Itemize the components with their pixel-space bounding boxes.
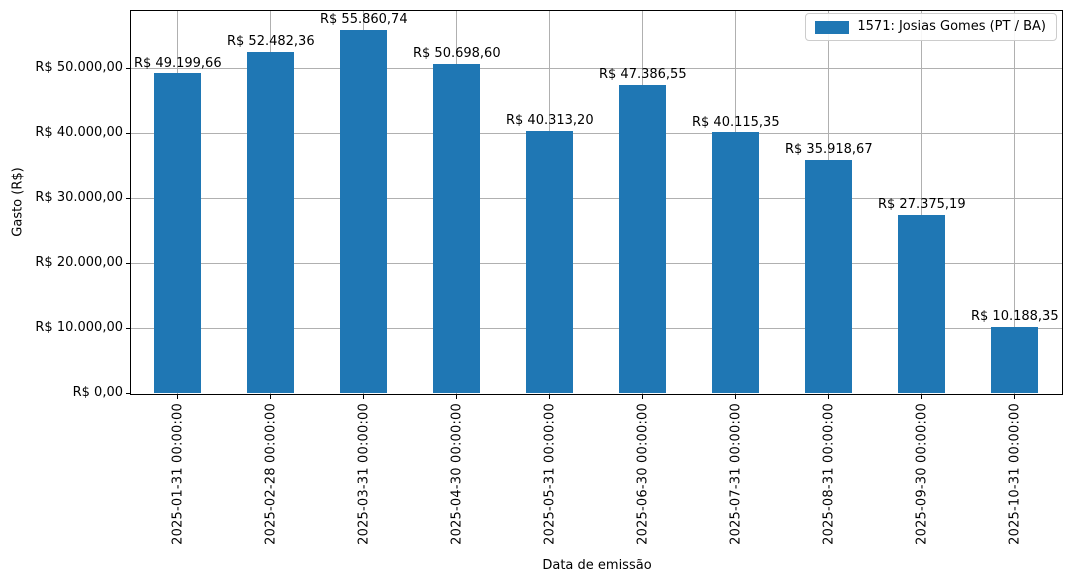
bar (526, 131, 573, 393)
x-tick-mark (363, 394, 365, 399)
h-gridline (131, 132, 1062, 134)
y-tick-mark (126, 262, 131, 264)
y-tick-label: R$ 10.000,00 (35, 320, 123, 336)
bar-value-label: R$ 52.482,36 (226, 34, 315, 50)
bar-value-label: R$ 55.860,74 (319, 12, 408, 28)
x-tick-label: 2025-03-31 00:00:00 (356, 403, 372, 545)
h-gridline (131, 197, 1062, 199)
x-tick-label: 2025-02-28 00:00:00 (263, 403, 279, 545)
x-tick-mark (270, 394, 272, 399)
legend: 1571: Josias Gomes (PT / BA) (805, 13, 1057, 41)
plot-area (130, 10, 1063, 395)
x-tick-mark (921, 394, 923, 399)
x-tick-mark (735, 394, 737, 399)
bar (433, 63, 480, 393)
x-tick-label: 2025-04-30 00:00:00 (449, 403, 465, 545)
bar (247, 52, 294, 393)
x-tick-label: 2025-09-30 00:00:00 (914, 403, 930, 545)
bar (619, 85, 666, 393)
y-axis-title: Gasto (R$) (10, 167, 26, 237)
y-tick-mark (126, 132, 131, 135)
y-tick-label: R$ 40.000,00 (35, 125, 123, 141)
x-tick-label: 2025-07-31 00:00:00 (728, 403, 744, 545)
x-tick-mark (1014, 394, 1016, 399)
x-tick-label: 2025-10-31 00:00:00 (1007, 403, 1023, 545)
y-tick-label: R$ 30.000,00 (35, 190, 123, 206)
x-tick-mark (828, 394, 830, 399)
bar-value-label: R$ 27.375,19 (877, 197, 966, 213)
x-tick-mark (456, 394, 458, 399)
x-tick-label: 2025-08-31 00:00:00 (821, 403, 837, 545)
legend-label: 1571: Josias Gomes (PT / BA) (857, 19, 1046, 34)
x-tick-mark (642, 394, 644, 399)
bar-value-label: R$ 35.918,67 (784, 141, 873, 157)
bar (991, 326, 1038, 393)
y-tick-mark (126, 67, 131, 70)
x-tick-label: 2025-05-31 00:00:00 (542, 403, 558, 545)
v-gridline (1014, 11, 1015, 394)
x-tick-mark (549, 394, 551, 399)
y-tick-label: R$ 0,00 (72, 385, 123, 401)
h-gridline (131, 67, 1062, 69)
bar-value-label: R$ 40.313,20 (505, 113, 594, 129)
bar (712, 132, 759, 393)
y-tick-mark (126, 197, 131, 200)
bar-value-label: R$ 47.386,55 (598, 67, 687, 83)
y-tick-mark (126, 392, 131, 394)
bar (340, 30, 387, 393)
bar (154, 73, 201, 393)
y-tick-mark (126, 327, 131, 329)
bar (805, 159, 852, 393)
y-tick-label: R$ 50.000,00 (35, 60, 123, 76)
y-tick-label: R$ 20.000,00 (35, 255, 123, 271)
h-gridline (131, 262, 1062, 264)
bar-value-label: R$ 49.199,66 (133, 55, 222, 71)
bar-value-label: R$ 10.188,35 (970, 309, 1059, 325)
bar-value-label: R$ 50.698,60 (412, 45, 501, 61)
x-tick-mark (177, 394, 179, 399)
x-axis-title: Data de emissão (542, 558, 652, 573)
legend-swatch-icon (815, 20, 850, 34)
x-tick-label: 2025-01-31 00:00:00 (170, 403, 186, 545)
bar (898, 215, 945, 393)
h-gridline (131, 327, 1062, 329)
v-gridline (921, 11, 922, 394)
bar-value-label: R$ 40.115,35 (691, 114, 780, 130)
x-tick-label: 2025-06-30 00:00:00 (635, 403, 651, 545)
